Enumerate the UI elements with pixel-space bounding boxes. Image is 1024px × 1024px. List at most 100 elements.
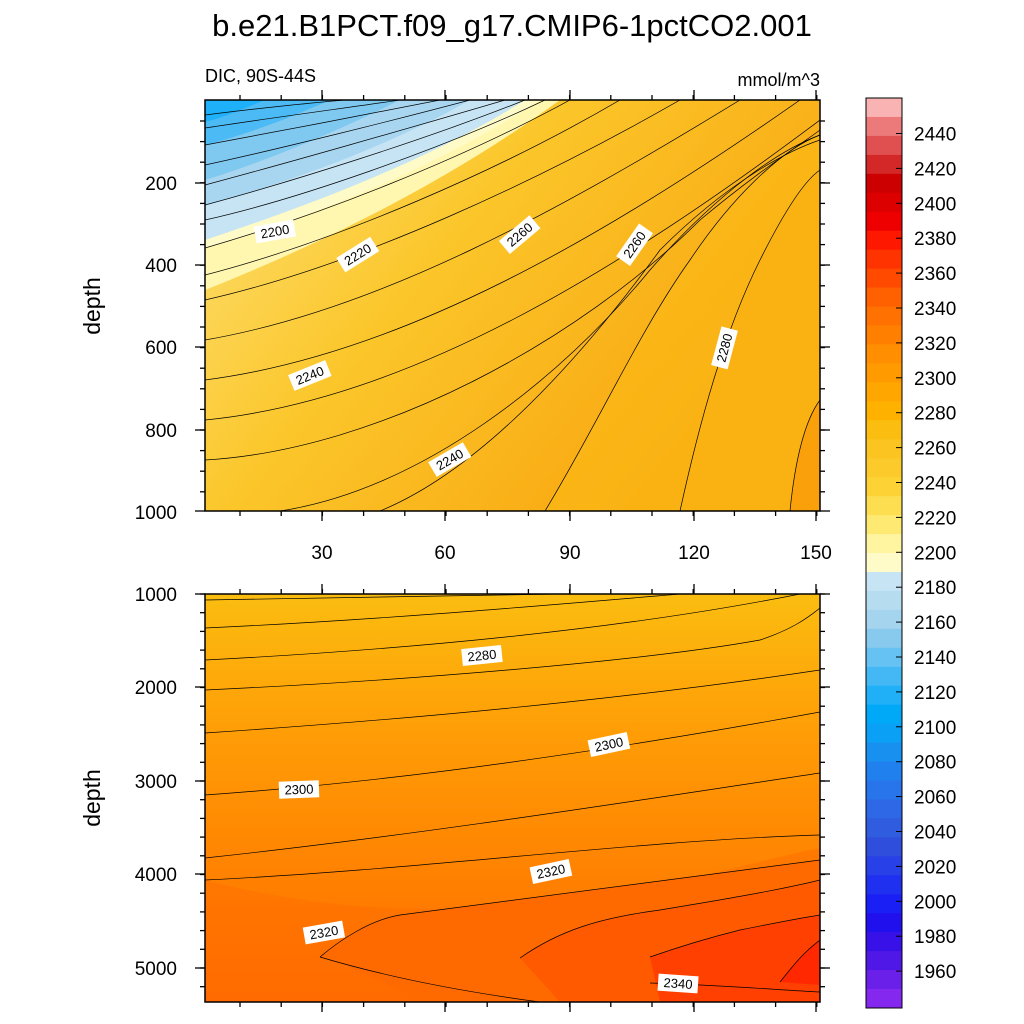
colorbar-swatch bbox=[866, 230, 902, 251]
colorbar-label: 2180 bbox=[914, 578, 956, 599]
upper-x-tick-label: 120 bbox=[678, 543, 710, 564]
upper-plot-frame bbox=[204, 99, 821, 512]
upper-y-tick-label: 600 bbox=[145, 338, 177, 359]
colorbar-label: 1980 bbox=[914, 927, 956, 948]
colorbar-swatch bbox=[866, 211, 902, 232]
upper-y-tick-label: 1000 bbox=[135, 503, 177, 524]
colorbar-swatch bbox=[866, 647, 902, 668]
colorbar-swatch bbox=[866, 989, 902, 1009]
colorbar-label: 1960 bbox=[914, 962, 956, 983]
colorbar-labels: 2440 2420 2400 2380 2360 2340 2320 2300 2280 2260… bbox=[896, 125, 956, 983]
lower-y-tick-label: 1000 bbox=[135, 585, 177, 606]
colorbar-swatch bbox=[866, 135, 902, 156]
upper-y-tick-label: 800 bbox=[145, 421, 177, 442]
colorbar-label: 2040 bbox=[914, 823, 956, 844]
lower-y-ticks: 1000 2000 3000 4000 5000 bbox=[135, 585, 177, 980]
colorbar-label: 2020 bbox=[914, 857, 956, 878]
colorbar-label: 2240 bbox=[914, 474, 956, 495]
colorbar-label: 2140 bbox=[914, 648, 956, 669]
colorbar-swatch bbox=[866, 970, 902, 990]
upper-x-tick-label: 30 bbox=[311, 543, 332, 564]
colorbar-swatch bbox=[866, 704, 902, 725]
colorbar-label: 2000 bbox=[914, 892, 956, 913]
lower-y-tick-label: 3000 bbox=[135, 772, 177, 793]
upper-contour-fill bbox=[205, 100, 820, 511]
colorbar-label: 2320 bbox=[914, 334, 956, 355]
colorbar-swatch bbox=[866, 192, 902, 213]
colorbar-swatch bbox=[866, 515, 902, 535]
colorbar-swatch bbox=[866, 534, 902, 554]
lower-contour-lines bbox=[205, 594, 820, 1002]
lower-panel: 2280 2300 2300 2320 2320 2340 bbox=[79, 584, 830, 1012]
lower-contour-label: 2280 bbox=[467, 647, 497, 665]
colorbar-swatch bbox=[866, 761, 902, 781]
lower-contour-label: 2300 bbox=[593, 734, 624, 755]
lower-plot-frame bbox=[204, 593, 821, 1003]
upper-x-tick-label: 60 bbox=[434, 543, 455, 564]
upper-x-tick-label: 90 bbox=[559, 543, 580, 564]
colorbar-label: 2120 bbox=[914, 683, 956, 704]
colorbar-swatches bbox=[866, 98, 902, 1009]
colorbar-swatch bbox=[866, 685, 902, 706]
upper-y-tick-label: 400 bbox=[145, 256, 177, 277]
colorbar-swatch bbox=[866, 799, 902, 819]
upper-contour-label: 2200 bbox=[259, 222, 290, 242]
upper-tick-marks bbox=[195, 90, 830, 521]
colorbar-swatch bbox=[866, 932, 902, 952]
lower-contour-label: 2340 bbox=[663, 975, 693, 992]
colorbar-frame bbox=[865, 97, 903, 1009]
colorbar-swatch bbox=[866, 287, 902, 307]
lower-y-axis-label: depth bbox=[79, 769, 105, 827]
colorbar-swatch bbox=[866, 458, 902, 478]
colorbar-label: 2440 bbox=[914, 125, 956, 146]
colorbar-swatch bbox=[866, 154, 902, 175]
colorbar-swatch bbox=[866, 780, 902, 800]
colorbar-swatch bbox=[866, 116, 902, 137]
colorbar-swatch bbox=[866, 742, 902, 762]
colorbar-label: 2220 bbox=[914, 508, 956, 529]
colorbar-swatch bbox=[866, 590, 902, 611]
colorbar-swatch bbox=[866, 723, 902, 743]
colorbar-swatch bbox=[866, 666, 902, 687]
colorbar-swatch bbox=[866, 363, 902, 383]
colorbar-swatch bbox=[866, 571, 902, 592]
lower-y-tick-label: 2000 bbox=[135, 678, 177, 699]
colorbar-swatch bbox=[866, 553, 902, 573]
figure-title: b.e21.B1PCT.f09_g17.CMIP6-1pctCO2.001 bbox=[212, 8, 812, 43]
colorbar-label: 2360 bbox=[914, 264, 956, 285]
lower-contour-label: 2320 bbox=[535, 861, 566, 882]
colorbar-label: 2160 bbox=[914, 613, 956, 634]
colorbar-swatch bbox=[866, 837, 902, 857]
colorbar-swatch bbox=[866, 306, 902, 326]
colorbar-swatch bbox=[866, 894, 902, 914]
colorbar-label: 2300 bbox=[914, 369, 956, 390]
colorbar-swatch bbox=[866, 439, 902, 459]
colorbar-swatch bbox=[866, 173, 902, 194]
lower-contour-label: 2320 bbox=[308, 923, 339, 943]
upper-panel: DIC, 90S-44S mmol/m^3 bbox=[79, 66, 832, 564]
upper-y-tick-label: 200 bbox=[145, 174, 177, 195]
colorbar-swatch bbox=[866, 628, 902, 649]
upper-units-string: mmol/m^3 bbox=[738, 70, 820, 90]
colorbar: 2440 2420 2400 2380 2360 2340 2320 2300 2280 2260… bbox=[865, 97, 956, 1009]
colorbar-swatch bbox=[866, 951, 902, 971]
colorbar-label: 2200 bbox=[914, 543, 956, 564]
colorbar-label: 2260 bbox=[914, 439, 956, 460]
lower-y-tick-label: 4000 bbox=[135, 865, 177, 886]
colorbar-swatch bbox=[866, 875, 902, 895]
colorbar-swatch bbox=[866, 268, 902, 288]
colorbar-label: 2080 bbox=[914, 753, 956, 774]
colorbar-label: 2060 bbox=[914, 788, 956, 809]
lower-contour-labels: 2280 2300 2300 2320 2320 2340 bbox=[278, 644, 699, 994]
colorbar-label: 2420 bbox=[914, 159, 956, 180]
colorbar-swatch bbox=[866, 249, 902, 270]
colorbar-label: 2340 bbox=[914, 299, 956, 320]
lower-tick-marks bbox=[195, 584, 830, 1012]
colorbar-label: 2280 bbox=[914, 404, 956, 425]
upper-y-axis-label: depth bbox=[79, 277, 105, 335]
colorbar-swatch bbox=[866, 818, 902, 838]
upper-contour-lines bbox=[205, 100, 820, 511]
colorbar-swatch bbox=[866, 496, 902, 516]
lower-contour-label: 2300 bbox=[284, 782, 313, 798]
